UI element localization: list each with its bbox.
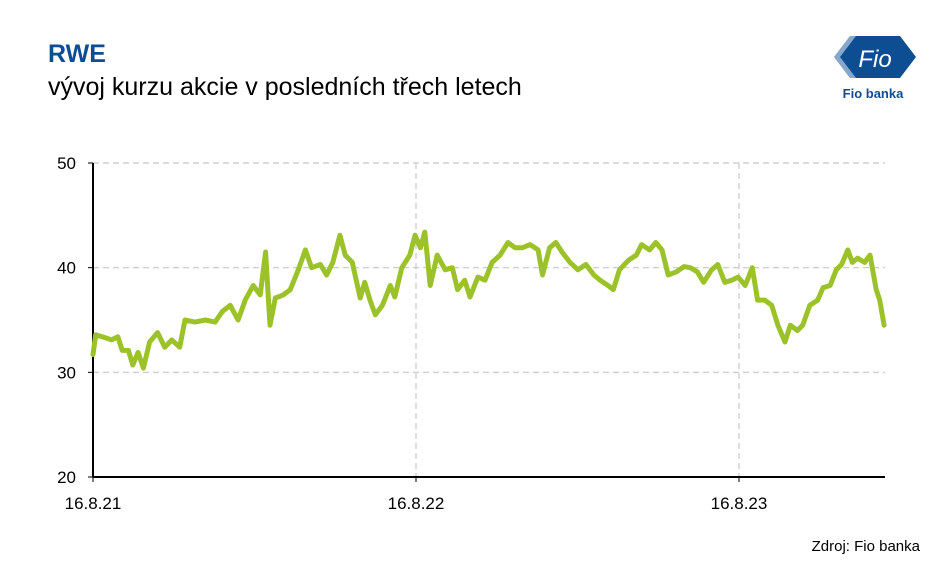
- y-tick-label: 40: [57, 259, 76, 278]
- chart-title: RWE: [48, 40, 106, 68]
- y-tick-label: 30: [57, 363, 76, 382]
- logo-name: Fio banka: [843, 86, 904, 101]
- logo-shape: [834, 36, 916, 78]
- x-tick-label: 16.8.22: [388, 494, 445, 513]
- y-tick-label: 50: [57, 154, 76, 173]
- chart-subtitle: vývoj kurzu akcie v posledních třech let…: [48, 73, 522, 101]
- price-line: [90, 229, 887, 371]
- logo-mark: Fio: [858, 46, 891, 73]
- x-tick-label: 16.8.21: [65, 494, 122, 513]
- logo: Fio Fio banka: [834, 36, 916, 101]
- x-tick-label: 16.8.23: [711, 494, 768, 513]
- logo-stripe: [834, 36, 856, 78]
- source-note: Zdroj: Fio banka: [812, 538, 921, 555]
- y-tick-label: 20: [57, 468, 76, 487]
